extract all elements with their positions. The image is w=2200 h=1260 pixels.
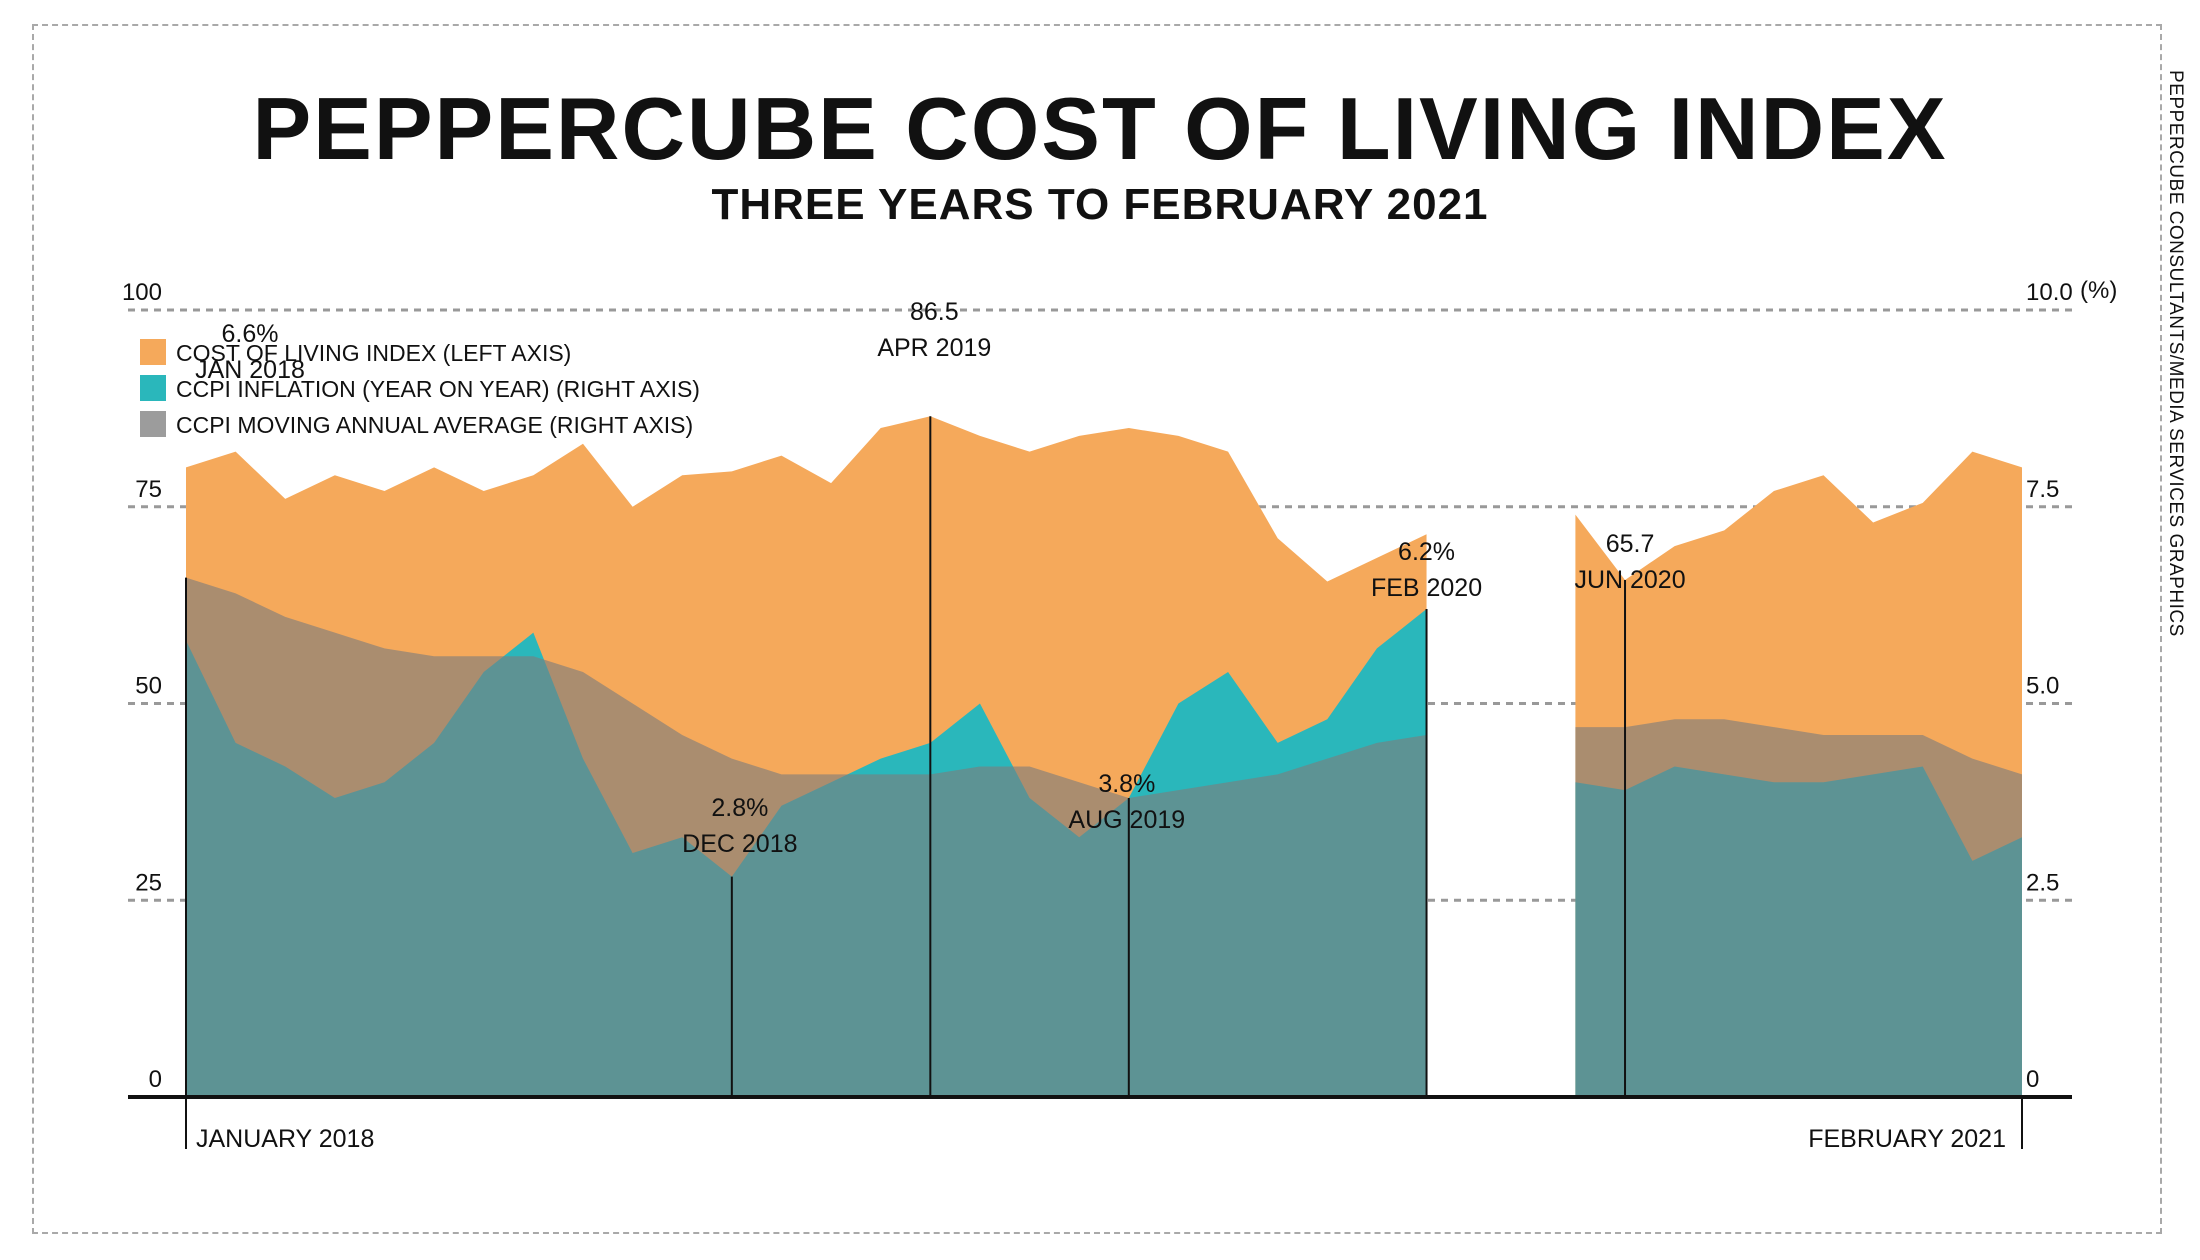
- annotation-value: 65.7: [1606, 530, 1655, 558]
- annotation-lines: [185, 416, 1627, 1097]
- x-axis-end-label: FEBRUARY 2021: [1808, 1125, 2006, 1153]
- annotation-date: JUN 2020: [1574, 566, 1685, 594]
- annotation-date: JAN 2018: [195, 356, 305, 384]
- legend-label: CCPI MOVING ANNUAL AVERAGE (RIGHT AXIS): [176, 412, 693, 438]
- annotation-value: 3.8%: [1098, 770, 1155, 798]
- right-tick-label: 0: [2026, 1066, 2039, 1093]
- legend-swatch: [140, 375, 166, 401]
- right-tick-label: 10.0: [2026, 279, 2073, 306]
- right-tick-label: 7.5: [2026, 476, 2059, 503]
- right-tick-label: 5.0: [2026, 673, 2059, 700]
- chart-frame: [32, 24, 2162, 1234]
- right-axis-unit: (%): [2080, 277, 2117, 304]
- left-tick-label: 75: [135, 476, 162, 503]
- right-tick-label: 2.5: [2026, 869, 2059, 896]
- x-axis-start-label: JANUARY 2018: [196, 1125, 374, 1153]
- legend: COST OF LIVING INDEX (LEFT AXIS) CCPI INF…: [140, 339, 700, 438]
- left-tick-label: 50: [135, 673, 162, 700]
- legend-label: CCPI INFLATION (YEAR ON YEAR) (RIGHT AXI…: [176, 376, 700, 402]
- annotation-date: APR 2019: [877, 334, 991, 362]
- legend-swatch: [140, 411, 166, 437]
- legend-label: COST OF LIVING INDEX (LEFT AXIS): [176, 340, 571, 366]
- annotation-date: FEB 2020: [1371, 574, 1482, 602]
- annotation-date: AUG 2019: [1068, 806, 1185, 834]
- left-tick-label: 25: [135, 869, 162, 896]
- legend-swatch: [140, 339, 166, 365]
- chart-title: PEPPERCUBE COST OF LIVING INDEX: [252, 79, 1948, 178]
- annotation-value: 6.6%: [222, 320, 279, 348]
- chart-subtitle: THREE YEARS TO FEBRUARY 2021: [711, 180, 1489, 229]
- annotation-labels: 6.6% JAN 2018 2.8% DEC 2018 86.5 APR 2019 3.8%…: [195, 298, 1686, 858]
- annotation-date: DEC 2018: [682, 830, 797, 858]
- annotation-value: 2.8%: [711, 794, 768, 822]
- ccpi-moving-average-area: [186, 577, 1427, 1097]
- area-series: [186, 416, 2022, 1097]
- left-tick-label: 100: [122, 279, 162, 306]
- left-tick-label: 0: [149, 1066, 162, 1093]
- annotation-value: 86.5: [910, 298, 959, 326]
- annotation-value: 6.2%: [1398, 538, 1455, 566]
- axes: 0 0 25 2.5 50 5.0 75 7.5 100 10.0 (%) JANUARY 2018 F…: [122, 277, 2117, 1153]
- ccpi-moving-average-area: [1575, 719, 2022, 1097]
